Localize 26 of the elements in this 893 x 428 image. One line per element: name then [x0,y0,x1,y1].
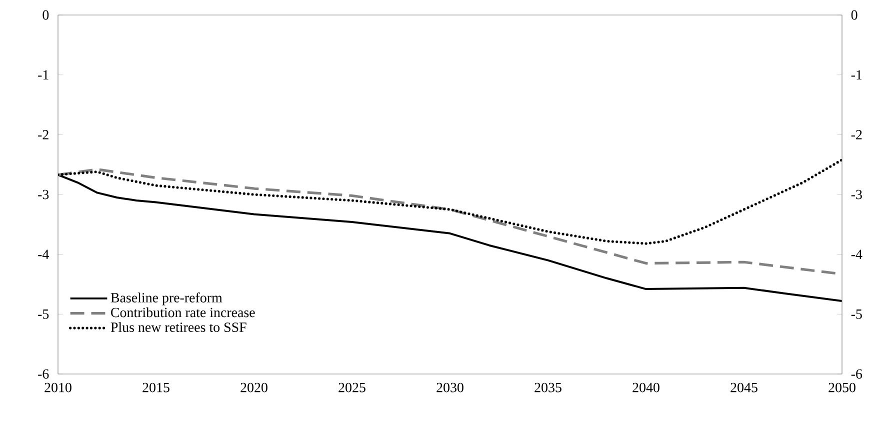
y-tick-label: -5 [38,310,49,319]
y2-tick-label: -5 [851,310,862,319]
x-tick-label: 2035 [534,382,562,392]
x-tick-label: 2040 [632,382,660,392]
legend-label: Contribution rate increase [111,307,255,318]
y2-tick-label: 0 [851,10,858,20]
x-tick-label: 2010 [44,382,72,392]
y2-tick-label: -4 [851,250,862,259]
x-tick-label: 2030 [436,382,464,392]
y-tick-label: -1 [38,70,48,80]
y2-tick-label: -1 [851,70,862,80]
x-tick-label: 2015 [142,382,170,392]
legend-label: Plus new retirees to SSF [110,322,246,332]
legend-label: Baseline pre-reform [110,292,222,306]
y-tick-label: -3 [38,190,49,200]
x-tick-label: 2020 [240,382,268,392]
y-tick-label: -6 [38,369,49,379]
y2-tick-label: -2 [851,130,862,140]
x-tick-label: 2025 [338,382,366,392]
y-tick-label: 0 [42,10,49,20]
x-tick-label: 2045 [730,382,758,392]
y2-tick-label: -6 [851,369,862,379]
y2-tick-label: -3 [851,190,862,200]
x-tick-label: 2050 [828,382,856,392]
y-tick-label: -4 [38,250,49,259]
y-tick-label: -2 [38,130,48,140]
